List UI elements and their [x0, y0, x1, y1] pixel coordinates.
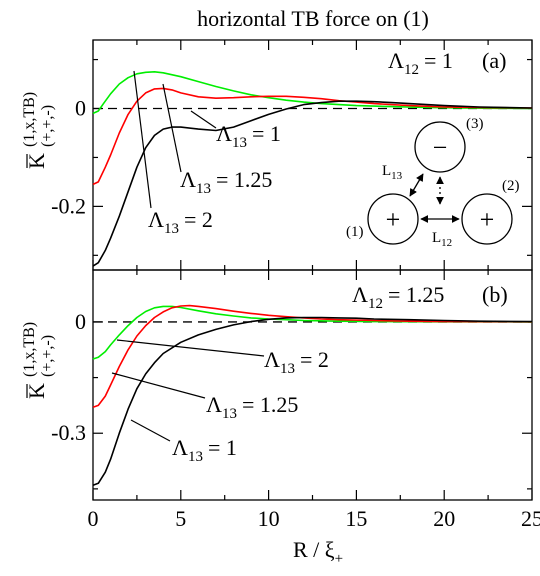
disk-2 [461, 193, 513, 245]
disk-3-label: (3) [466, 116, 484, 132]
ylabel-superscript: (1,x,TB) [21, 92, 38, 147]
label-l13: L13 [382, 163, 403, 182]
disk-1 [367, 193, 419, 245]
panel-a-ticks [92, 40, 533, 270]
panel-b: 0 -0.3 K (1,x,TB) (+,+,-) Λ12 = 1.25 (b) … [21, 269, 533, 501]
panel-a-pointer-lambda-1-25 [162, 83, 182, 173]
panel-b-tag: (b) [482, 282, 508, 307]
disk-1-sign: + [386, 205, 401, 234]
series-line-1-25 [92, 304, 533, 409]
panel-a-ytick-label: 0 [75, 96, 86, 121]
panel-b-series-label-lambda-1: Λ13 = 1 [172, 435, 237, 465]
series-line-1 [92, 100, 533, 267]
inset-diagram: − (3) + (1) + (2) L12 L13 [346, 116, 520, 249]
series-line-1 [92, 316, 533, 486]
x-tick-label: 20 [433, 506, 455, 531]
panel-a-pointer-lambda-2 [133, 70, 152, 209]
panel-a-series-label-lambda-2: Λ13 = 2 [148, 207, 213, 237]
panel-b-ytick-label: 0 [75, 309, 86, 334]
panel-a-frame [92, 39, 533, 271]
panel-a-series-label-lambda-1: Λ13 = 1 [216, 121, 281, 151]
figure-title: horizontal TB force on (1) [197, 6, 429, 31]
panel-b-pointer-lambda-1-25 [111, 372, 206, 399]
x-tick-label: 25 [521, 506, 540, 531]
panel-b-series-label-lambda-1-25: Λ13 = 1.25 [206, 392, 298, 422]
x-tick-label: 15 [345, 506, 367, 531]
panel-b-parameter: Λ12 = 1.25 [352, 282, 444, 312]
panel-a-pointer-lambda-1 [190, 110, 217, 129]
panel-a-ytick-label: -0.2 [51, 193, 86, 218]
panel-b-pointer-lambda-1 [130, 419, 171, 442]
ylabel-subscript: (+,+,-) [39, 335, 56, 377]
ylabel-k: K [24, 383, 49, 399]
panel-a-parameter: Λ12 = 1 [388, 48, 453, 78]
series-line-2 [92, 71, 533, 115]
panel-b-ytick-label: -0.3 [51, 420, 86, 445]
svg-text:K: K [24, 153, 49, 169]
arrow-l13 [409, 173, 424, 197]
panel-a-tag: (a) [482, 48, 506, 73]
ylabel-superscript: (1,x,TB) [21, 322, 38, 377]
x-tick-label: 0 [88, 506, 99, 531]
panel-a: 0 -0.2 K (1,x,TB) (+,+,-) Λ12 = 1 (a) Λ13… [21, 39, 533, 271]
panel-b-curves [92, 304, 533, 486]
series-line-1-25 [92, 87, 533, 186]
panel-b-series-label-lambda-2: Λ13 = 2 [264, 347, 329, 377]
panel-a-series-label-lambda-1-25: Λ13 = 1.25 [180, 167, 272, 197]
ylabel-k: K [24, 153, 49, 169]
label-l12: L12 [432, 230, 452, 249]
disk-1-label: (1) [346, 224, 364, 240]
panel-b-ylabel: K (1,x,TB) (+,+,-) [21, 322, 56, 399]
panel-b-pointer-lambda-2 [116, 339, 265, 357]
svg-text:K: K [24, 383, 49, 399]
disk-2-label: (2) [502, 178, 520, 194]
series-line-2 [92, 305, 533, 360]
panel-a-ylabel: K (1,x,TB) (+,+,-) [21, 92, 56, 169]
disk-3-sign: − [433, 133, 448, 162]
panel-a-curves [92, 71, 533, 267]
ylabel-subscript: (+,+,-) [39, 105, 56, 147]
disk-2-sign: + [480, 205, 495, 234]
x-tick-label: 5 [175, 506, 186, 531]
x-axis-label: R / ξ+ [293, 537, 343, 567]
disk-3 [414, 121, 466, 173]
x-tick-label: 10 [258, 506, 280, 531]
x-tick-labels: 0 5 10 15 20 25 [88, 506, 540, 531]
